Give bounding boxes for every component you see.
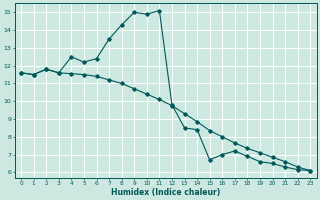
X-axis label: Humidex (Indice chaleur): Humidex (Indice chaleur) bbox=[111, 188, 220, 197]
